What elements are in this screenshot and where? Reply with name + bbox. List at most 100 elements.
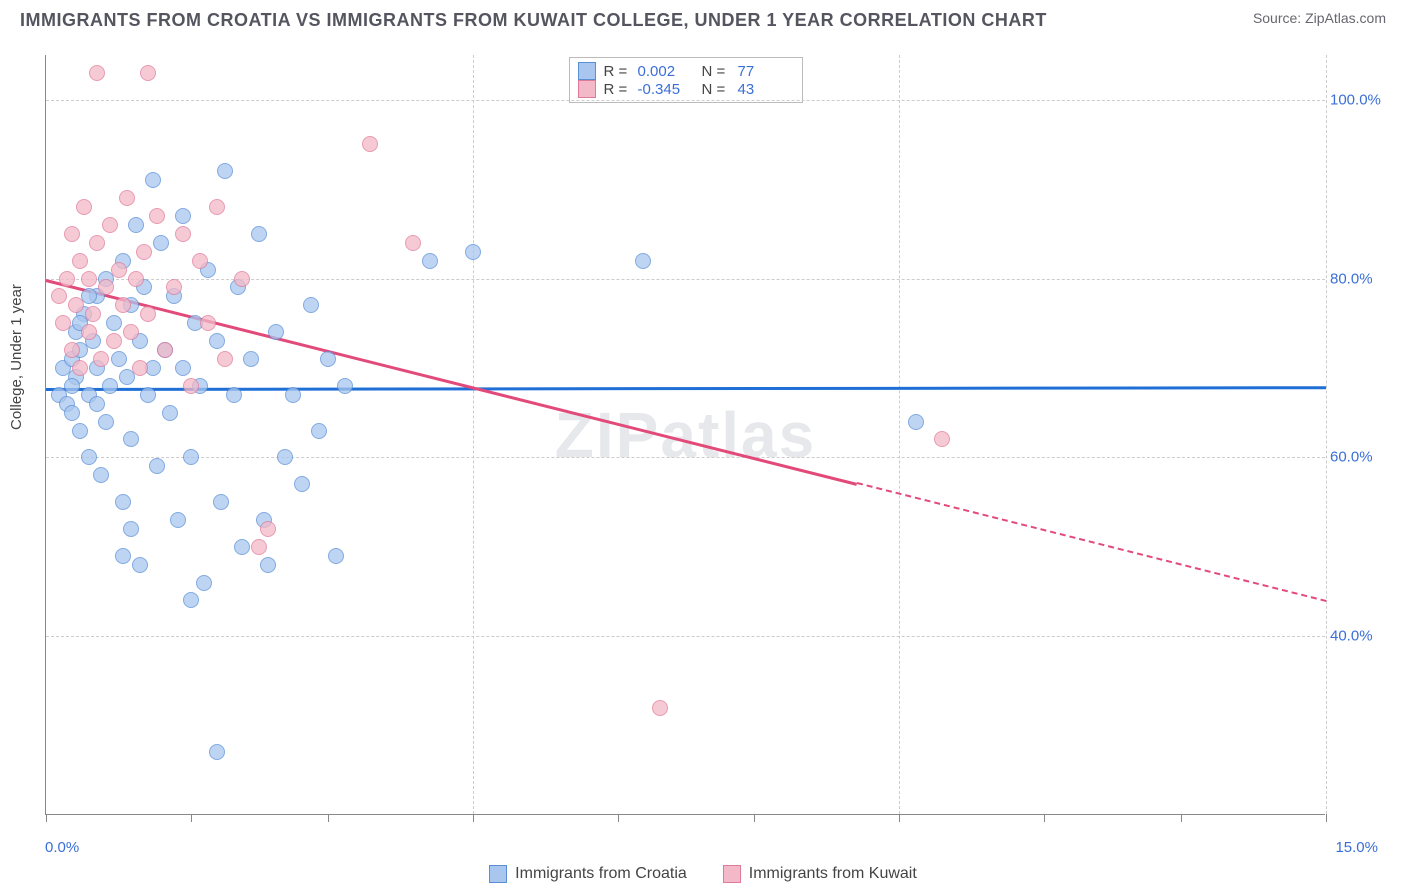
data-point xyxy=(260,521,276,537)
data-point xyxy=(162,405,178,421)
legend-stat-row: R =0.002N =77 xyxy=(578,62,794,80)
x-axis-max-label: 15.0% xyxy=(1335,839,1378,856)
legend-swatch xyxy=(723,865,741,883)
x-tick xyxy=(1044,814,1045,822)
data-point xyxy=(51,288,67,304)
data-point xyxy=(196,575,212,591)
data-point xyxy=(635,253,651,269)
data-point xyxy=(175,226,191,242)
data-point xyxy=(89,65,105,81)
data-point xyxy=(106,333,122,349)
data-point xyxy=(72,253,88,269)
n-label: N = xyxy=(702,81,730,98)
data-point xyxy=(170,512,186,528)
legend-stats: R =0.002N =77R =-0.345N =43 xyxy=(569,57,803,103)
data-point xyxy=(303,297,319,313)
data-point xyxy=(123,521,139,537)
r-value: 0.002 xyxy=(638,63,694,80)
data-point xyxy=(123,324,139,340)
x-axis-min-label: 0.0% xyxy=(45,839,79,856)
data-point xyxy=(226,387,242,403)
data-point xyxy=(166,279,182,295)
data-point xyxy=(157,342,173,358)
data-point xyxy=(68,297,84,313)
source-label: Source: ZipAtlas.com xyxy=(1253,10,1386,26)
r-label: R = xyxy=(604,81,630,98)
data-point xyxy=(89,235,105,251)
r-label: R = xyxy=(604,63,630,80)
data-point xyxy=(140,306,156,322)
n-label: N = xyxy=(702,63,730,80)
data-point xyxy=(140,65,156,81)
data-point xyxy=(64,378,80,394)
trend-line xyxy=(856,482,1326,602)
x-tick xyxy=(1326,814,1327,822)
data-point xyxy=(149,458,165,474)
data-point xyxy=(183,592,199,608)
data-point xyxy=(243,351,259,367)
y-axis-label: College, Under 1 year xyxy=(8,284,25,430)
data-point xyxy=(268,324,284,340)
data-point xyxy=(115,494,131,510)
chart-title: IMMIGRANTS FROM CROATIA VS IMMIGRANTS FR… xyxy=(20,10,1047,31)
data-point xyxy=(328,548,344,564)
x-tick xyxy=(46,814,47,822)
data-point xyxy=(72,360,88,376)
data-point xyxy=(277,449,293,465)
data-point xyxy=(183,449,199,465)
data-point xyxy=(217,351,233,367)
data-point xyxy=(81,324,97,340)
data-point xyxy=(175,360,191,376)
data-point xyxy=(102,378,118,394)
data-point xyxy=(93,467,109,483)
data-point xyxy=(128,271,144,287)
gridline-horizontal xyxy=(46,100,1325,101)
data-point xyxy=(183,378,199,394)
data-point xyxy=(209,333,225,349)
x-tick xyxy=(1181,814,1182,822)
data-point xyxy=(200,315,216,331)
gridline-horizontal xyxy=(46,457,1325,458)
legend-label: Immigrants from Croatia xyxy=(515,865,687,883)
data-point xyxy=(64,342,80,358)
data-point xyxy=(217,163,233,179)
r-value: -0.345 xyxy=(638,81,694,98)
data-point xyxy=(209,199,225,215)
y-tick-label: 80.0% xyxy=(1330,270,1385,287)
x-tick xyxy=(618,814,619,822)
data-point xyxy=(149,208,165,224)
data-point xyxy=(59,271,75,287)
gridline-vertical xyxy=(899,55,900,814)
data-point xyxy=(64,226,80,242)
data-point xyxy=(128,217,144,233)
data-point xyxy=(81,271,97,287)
data-point xyxy=(405,235,421,251)
x-tick xyxy=(899,814,900,822)
gridline-vertical xyxy=(473,55,474,814)
data-point xyxy=(93,351,109,367)
legend-label: Immigrants from Kuwait xyxy=(749,865,917,883)
data-point xyxy=(55,315,71,331)
data-point xyxy=(85,306,101,322)
data-point xyxy=(98,279,114,295)
trend-line xyxy=(46,279,857,485)
data-point xyxy=(136,244,152,260)
data-point xyxy=(89,396,105,412)
data-point xyxy=(64,405,80,421)
data-point xyxy=(132,557,148,573)
data-point xyxy=(192,253,208,269)
data-point xyxy=(337,378,353,394)
data-point xyxy=(111,262,127,278)
data-point xyxy=(72,423,88,439)
gridline-vertical xyxy=(1326,55,1327,814)
data-point xyxy=(234,539,250,555)
data-point xyxy=(119,190,135,206)
data-point xyxy=(175,208,191,224)
legend-series: Immigrants from Croatia Immigrants from K… xyxy=(0,865,1406,888)
watermark: ZIPatlas xyxy=(555,398,816,472)
data-point xyxy=(260,557,276,573)
data-point xyxy=(908,414,924,430)
legend-item: Immigrants from Croatia xyxy=(489,865,687,883)
data-point xyxy=(153,235,169,251)
data-point xyxy=(465,244,481,260)
